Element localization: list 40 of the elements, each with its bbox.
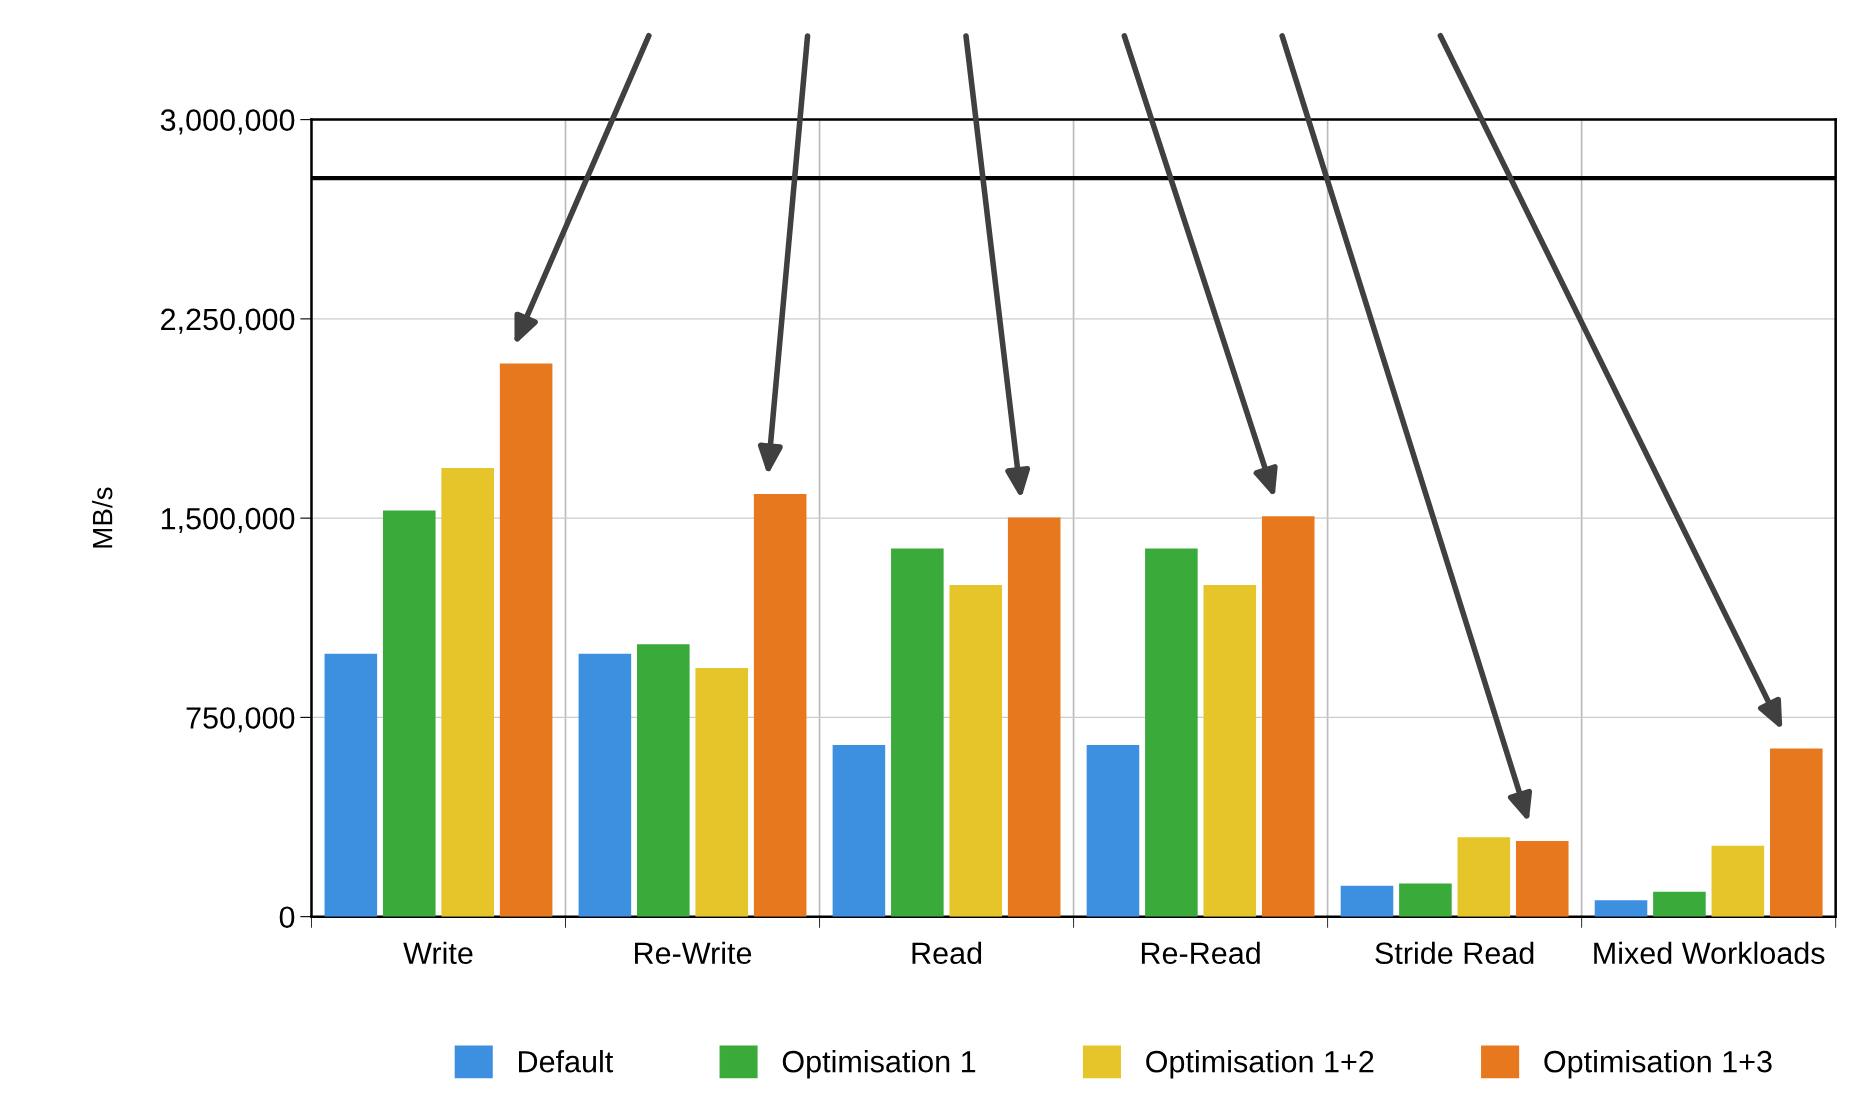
bar [695,667,749,917]
bar [1086,745,1140,917]
legend-label: Optimisation 1 [782,1050,976,1079]
x-tick-label: Read [912,941,982,965]
x-tick-label: Write [403,941,473,965]
bar [1515,840,1569,917]
bar [949,585,1003,917]
y-axis-title: MB/s [92,487,113,548]
y-tick-label: 750,000 [186,707,295,733]
bar [578,653,632,917]
y-tick-label: 0 [279,906,295,929]
bar [1594,900,1648,917]
bar [1653,891,1706,917]
bar [1203,585,1257,917]
x-tick-label: Mixed Workloads [1594,941,1825,965]
bar [832,745,886,917]
legend-label: Optimisation 1+2 [1146,1050,1374,1079]
x-tick-label: Re-Write [635,941,752,965]
bar [1711,845,1765,917]
bar [753,493,807,917]
bar [891,548,944,917]
bar [1007,517,1061,917]
x-tick-label: Stride Read [1375,941,1534,965]
y-tick-label: 2,250,000 [161,308,295,334]
bar [499,363,553,917]
bar [1145,548,1198,917]
bar [382,510,436,917]
legend-label: Default [519,1050,614,1073]
bar [637,644,690,917]
bar [1340,885,1394,917]
bar [1770,748,1823,917]
bar [1399,883,1452,917]
y-tick-label: 1,500,000 [161,507,295,534]
bar [1457,837,1511,917]
legend-label: Optimisation 1+3 [1544,1050,1772,1079]
bar [1261,516,1315,917]
x-tick-label: Re-Read [1141,941,1260,965]
y-tick-label: 3,000,000 [160,109,295,135]
bar [441,467,494,917]
bar [324,653,378,917]
